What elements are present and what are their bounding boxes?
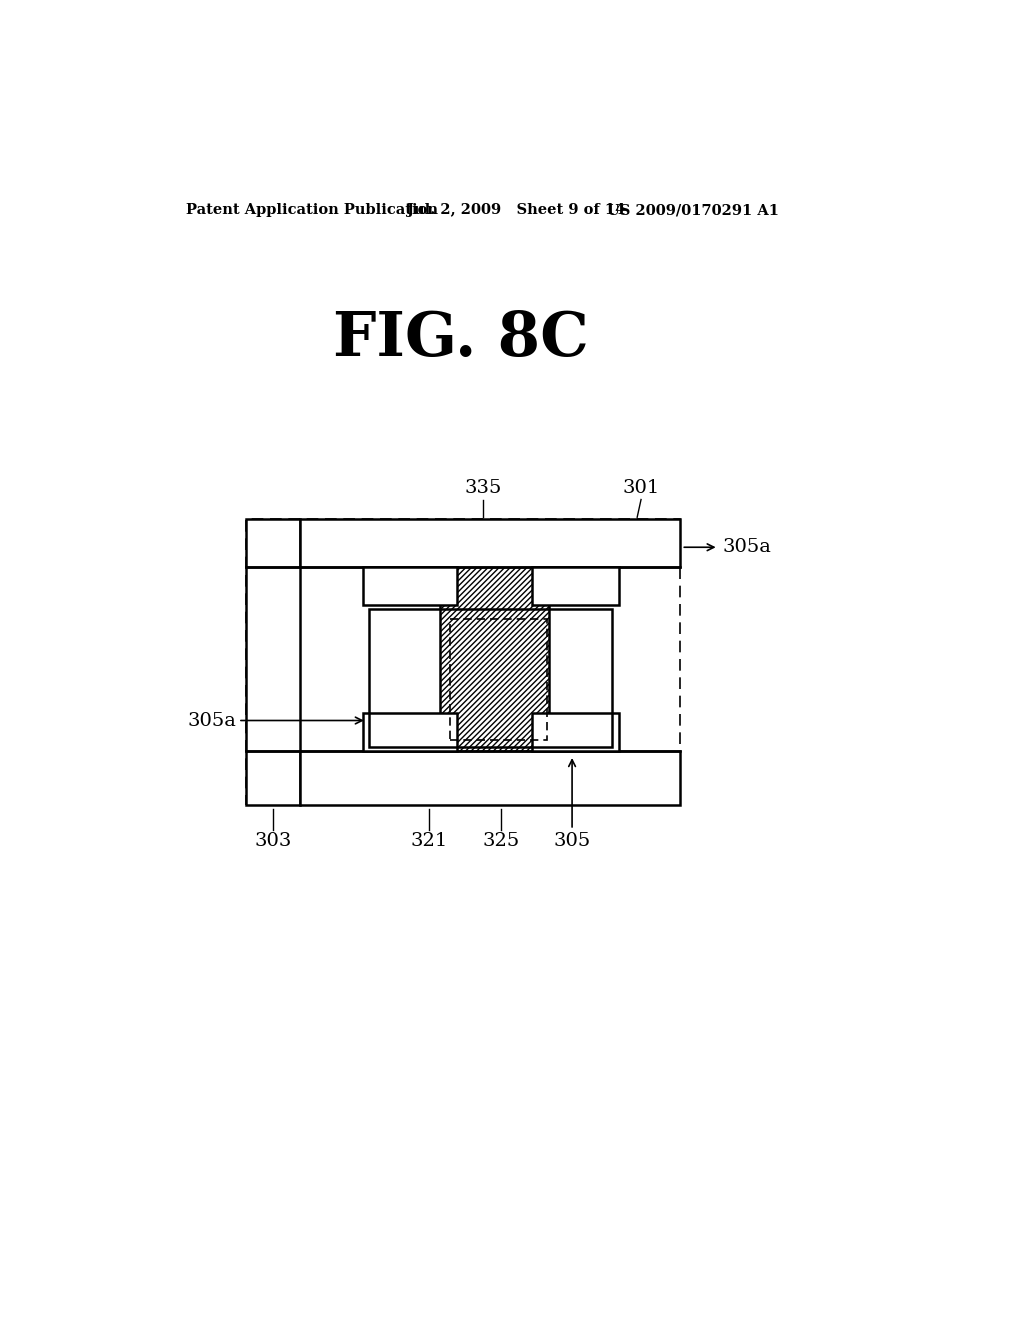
Bar (531, 713, 620, 751)
Text: Jul. 2, 2009   Sheet 9 of 14: Jul. 2, 2009 Sheet 9 of 14 (407, 203, 626, 216)
Text: 305a: 305a (187, 711, 237, 730)
Text: Patent Application Publication: Patent Application Publication (186, 203, 438, 216)
Bar (246, 519, 300, 566)
Text: FIG. 8C: FIG. 8C (334, 309, 589, 368)
Text: US 2009/0170291 A1: US 2009/0170291 A1 (607, 203, 779, 216)
Bar (369, 609, 611, 747)
Text: 305: 305 (553, 832, 591, 850)
Bar (246, 751, 300, 805)
Bar (451, 619, 547, 739)
Bar (300, 751, 680, 805)
Bar (362, 713, 458, 751)
Bar (531, 566, 620, 605)
Text: 301: 301 (623, 479, 659, 498)
Text: 305a: 305a (722, 539, 771, 556)
Text: 335: 335 (464, 479, 502, 498)
Text: 303: 303 (254, 832, 292, 850)
Bar (362, 566, 458, 605)
Text: 325: 325 (482, 832, 519, 850)
Bar (440, 528, 549, 792)
Bar (300, 519, 680, 566)
Bar (246, 519, 680, 805)
Text: 321: 321 (410, 832, 447, 850)
